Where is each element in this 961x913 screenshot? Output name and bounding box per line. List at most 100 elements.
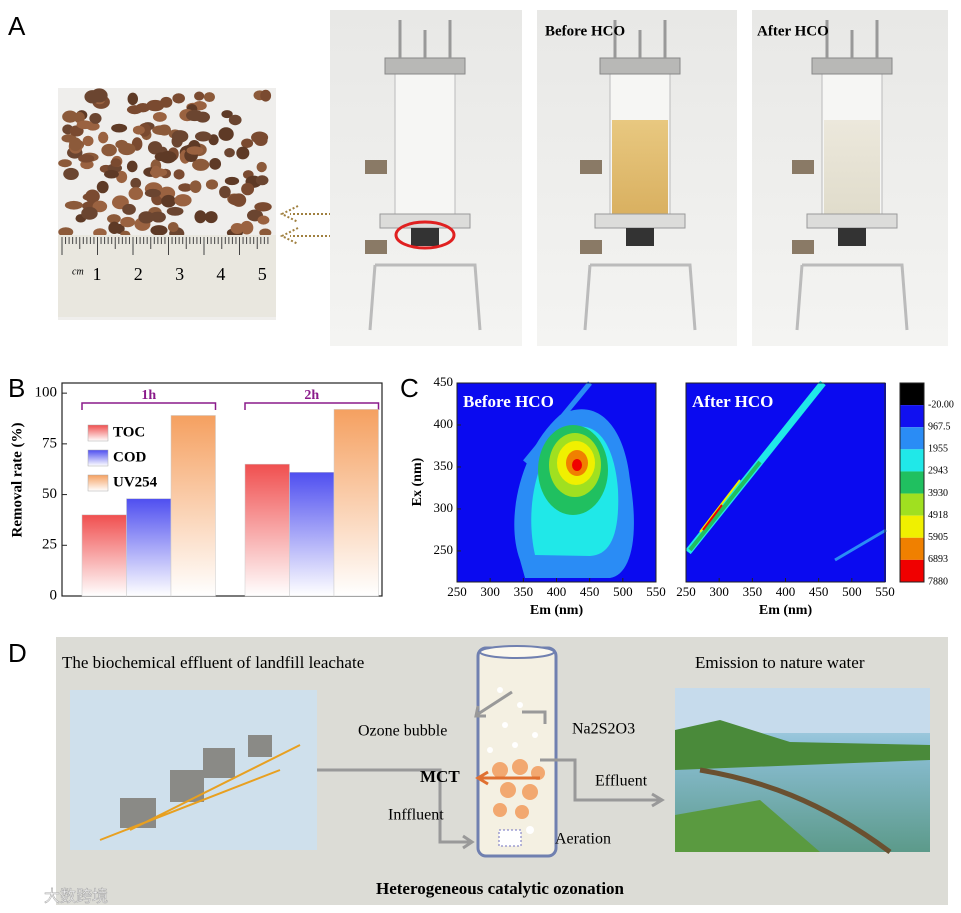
liquid	[612, 120, 668, 215]
pebble	[58, 159, 72, 168]
pebble	[98, 131, 109, 144]
pebble	[122, 203, 136, 215]
pebble	[240, 220, 254, 235]
colorbar-label: 967.5	[928, 422, 951, 433]
pebble	[219, 185, 231, 199]
legend-label: COD	[113, 449, 147, 465]
pebble	[209, 158, 222, 170]
pebble	[84, 90, 101, 104]
x-tick-label: 450	[580, 584, 600, 599]
photo-label: After HCO	[757, 23, 829, 39]
y-tick-label: 75	[42, 435, 57, 451]
ruler-number: 2	[134, 264, 143, 284]
y-tick-label: 25	[42, 537, 57, 553]
flange	[599, 57, 681, 75]
x-axis-label: Em (nm)	[759, 603, 813, 618]
pebble	[260, 89, 272, 102]
clamp	[365, 240, 387, 254]
panel-title: After HCO	[692, 392, 773, 411]
pebble	[205, 179, 219, 190]
catalyst-bed	[838, 228, 866, 246]
y-tick-label: 400	[434, 416, 454, 431]
pebble	[108, 221, 121, 234]
y-tick-label: 0	[50, 587, 58, 603]
catalyst-bed	[411, 228, 439, 246]
pebble	[118, 143, 136, 156]
pebble	[61, 134, 77, 143]
pebble	[166, 206, 184, 216]
bolts	[825, 20, 879, 58]
bolts	[398, 20, 452, 58]
y-tick-label: 350	[434, 458, 454, 473]
pebble	[251, 131, 269, 144]
colorbar-step	[900, 383, 924, 406]
group-bracket	[81, 402, 217, 410]
bar-chart: 0 25 50 75 100 Removal rate (%) 1h 2h TOC COD UV25…	[9, 382, 383, 603]
pebble	[194, 131, 212, 142]
x-axis-label: Em (nm)	[530, 603, 584, 618]
panel-letter: A	[8, 11, 26, 41]
bar	[333, 409, 379, 597]
plot-frame	[61, 382, 383, 597]
legend-swatch	[87, 424, 109, 442]
pebble	[64, 200, 83, 210]
pebble	[58, 227, 74, 237]
watermark: 大数跨境	[44, 887, 108, 906]
stand	[368, 263, 482, 331]
pebble	[259, 228, 272, 237]
y-tick-label: 300	[434, 500, 454, 515]
x-tick-label: 350	[743, 584, 763, 599]
pebble	[154, 152, 168, 162]
y-tick-label: 100	[35, 385, 58, 401]
pebble	[255, 175, 269, 186]
x-tick-label: 500	[842, 584, 862, 599]
ruler-unit: cm	[72, 266, 84, 277]
schematic-text: The biochemical effluent of landfill lea…	[62, 653, 364, 672]
colorbar-step	[900, 427, 924, 450]
x-tick-label: 400	[547, 584, 567, 599]
colorbar-step	[900, 471, 924, 494]
pebble	[81, 206, 98, 220]
schematic-text: Na2S2O3	[572, 721, 635, 738]
x-tick-label: 250	[676, 584, 696, 599]
pebble	[236, 146, 250, 160]
y-axis-label: Ex (nm)	[410, 457, 425, 506]
pebble	[62, 110, 78, 123]
flange	[594, 213, 686, 229]
x-tick-label: 550	[875, 584, 895, 599]
pebble	[161, 194, 176, 208]
pebble	[82, 135, 94, 147]
reactor-photos	[330, 10, 948, 346]
bolts	[613, 20, 667, 58]
pebble	[254, 202, 272, 212]
schematic-text: Emission to nature water	[695, 653, 865, 672]
bar	[170, 415, 216, 597]
x-tick-label: 400	[776, 584, 796, 599]
pebble	[221, 110, 233, 119]
pebble	[110, 158, 122, 167]
pebble	[138, 211, 155, 224]
schematic-text: Effluent	[595, 773, 648, 790]
pebble	[230, 223, 244, 235]
pebble	[241, 138, 254, 148]
pebble	[152, 125, 169, 135]
x-tick-label: 550	[646, 584, 666, 599]
legend-label: TOC	[113, 424, 145, 440]
pebble	[172, 93, 185, 104]
colorbar-step	[900, 515, 924, 538]
pebble	[111, 123, 128, 133]
pebble	[256, 161, 267, 173]
flange	[384, 57, 466, 75]
bar	[126, 498, 172, 597]
ruler-number: 1	[93, 264, 102, 284]
photo-label: Before HCO	[545, 23, 625, 39]
group-label: 1h	[141, 388, 156, 403]
schematic-text: Ozone bubble	[358, 723, 447, 740]
pebble	[174, 194, 192, 207]
schematic-caption: Heterogeneous catalytic ozonation	[376, 879, 625, 898]
pebble	[194, 91, 205, 101]
pebble	[146, 99, 165, 112]
colorbar-step	[900, 559, 924, 582]
pebble	[203, 92, 215, 103]
ruler-number: 4	[216, 264, 225, 284]
